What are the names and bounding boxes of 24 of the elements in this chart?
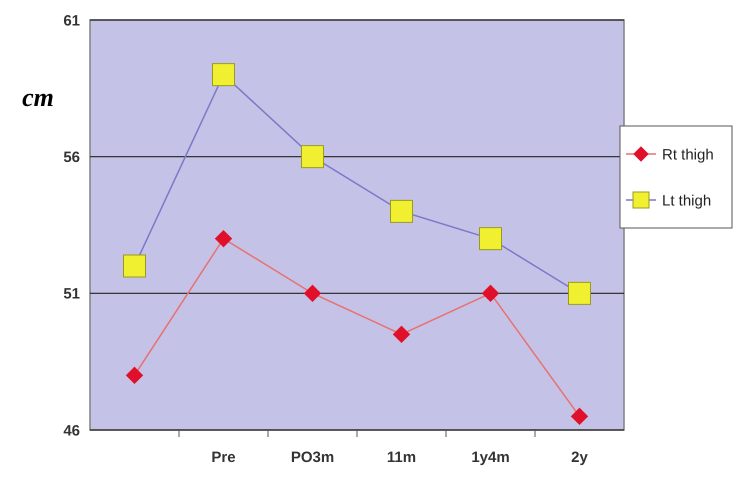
point [479,227,502,250]
legend-label: Lt thigh [662,192,712,210]
y-tick-label: 46 [63,422,80,440]
x-tick-label: 2y [571,449,588,466]
point [568,282,591,305]
x-tick-label: 1y4m [471,449,510,466]
point [304,284,321,302]
legend-label: Rt thigh [662,146,714,164]
y-tick-label: 56 [63,148,80,166]
point [482,284,499,302]
point [390,200,413,223]
y-axis-title: cm [22,83,54,112]
y-tick-label: 51 [63,286,80,303]
point [571,408,588,425]
point [393,326,410,343]
x-tick-label: PO3m [290,449,334,466]
point [215,230,232,248]
y-tick-label: 61 [63,12,80,30]
point [126,366,143,384]
point [212,63,235,86]
point [123,254,146,278]
x-tick-label: Pre [211,449,236,466]
x-tick-label: 11m [386,449,416,466]
point [301,145,324,168]
